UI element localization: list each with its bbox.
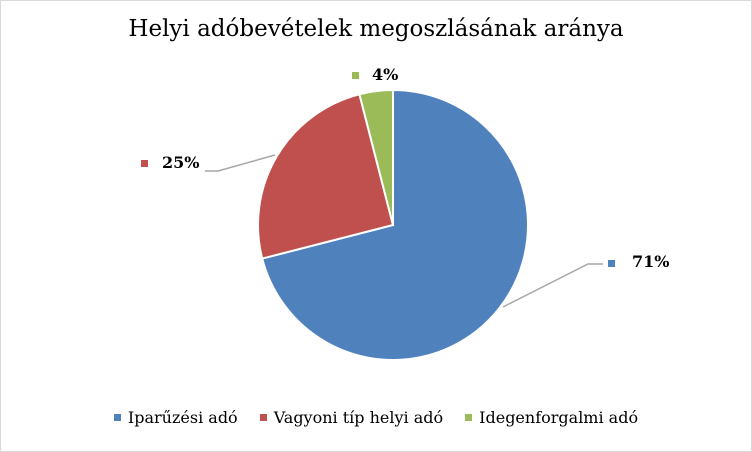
- chart-title: Helyi adóbevételek megoszlásának aránya: [128, 16, 624, 42]
- legend-label: Vagyoni típ helyi adó: [273, 408, 444, 427]
- legend-swatch: [465, 414, 473, 421]
- legend: Iparűzési adó Vagyoni típ helyi adó Ideg…: [0, 408, 752, 427]
- leader-lines: [205, 154, 603, 308]
- slice-vagyoni: [257, 93, 395, 260]
- data-label-iparuzesi: 71%: [632, 252, 669, 271]
- data-label-key: [352, 72, 359, 79]
- legend-item-iparuzesi: Iparűzési adó: [113, 408, 238, 427]
- slice-idegenforgalmi: [358, 88, 394, 226]
- leader-line: [502, 263, 603, 308]
- leader-line: [205, 154, 276, 172]
- data-labels: 71% 25% 4%: [141, 65, 669, 271]
- legend-swatch: [113, 414, 121, 421]
- data-label-key: [141, 160, 148, 167]
- legend-swatch: [259, 414, 267, 421]
- slice-iparuzesi: [261, 88, 529, 361]
- legend-label: Idegenforgalmi adó: [479, 408, 639, 427]
- legend-item-vagyoni: Vagyoni típ helyi adó: [259, 408, 444, 427]
- data-label-key: [608, 260, 615, 267]
- legend-item-idegenforgalmi: Idegenforgalmi adó: [465, 408, 638, 427]
- data-label-idegenforgalmi: 4%: [372, 65, 398, 84]
- data-label-vagyoni: 25%: [162, 153, 199, 172]
- legend-label: Iparűzési adó: [127, 408, 238, 427]
- pie-slices: [257, 88, 529, 361]
